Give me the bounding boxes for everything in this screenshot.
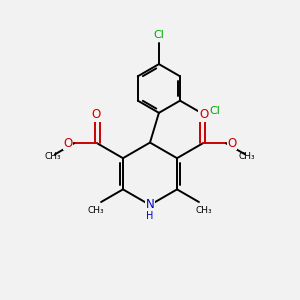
Text: O: O	[227, 137, 237, 150]
Text: H: H	[146, 211, 154, 221]
Text: O: O	[92, 108, 101, 121]
Text: O: O	[199, 108, 208, 121]
Text: Cl: Cl	[209, 106, 220, 116]
Text: N: N	[146, 199, 154, 212]
Text: CH₃: CH₃	[87, 206, 104, 215]
Text: CH₃: CH₃	[196, 206, 213, 215]
Text: Cl: Cl	[154, 30, 164, 40]
Text: CH₃: CH₃	[238, 152, 255, 161]
Text: O: O	[63, 137, 73, 150]
Text: CH₃: CH₃	[45, 152, 62, 161]
